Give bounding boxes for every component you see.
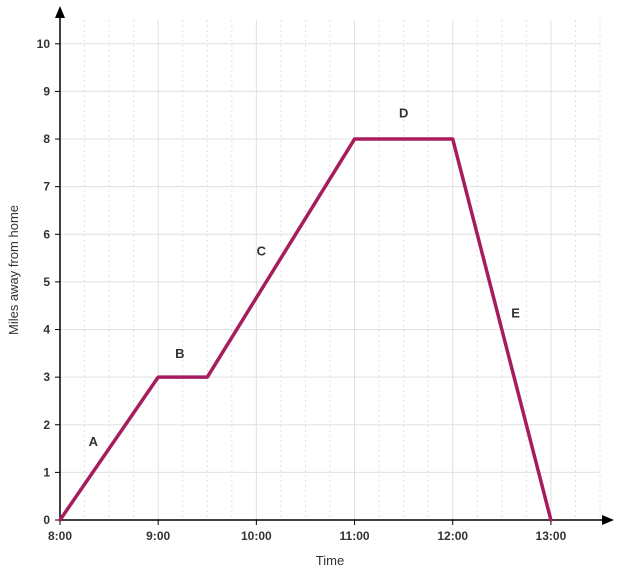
x-axis-label: Time [316, 553, 344, 568]
y-tick-label: 4 [43, 323, 50, 337]
y-tick-label: 9 [43, 84, 50, 98]
x-tick-label: 9:00 [146, 529, 170, 543]
segment-label-e: E [511, 306, 520, 321]
y-tick-label: 6 [43, 227, 50, 241]
y-tick-label: 5 [43, 275, 50, 289]
y-tick-label: 8 [43, 132, 50, 146]
x-tick-label: 11:00 [340, 529, 370, 543]
segment-label-b: B [175, 346, 184, 361]
x-tick-label: 10:00 [241, 529, 272, 543]
y-tick-label: 0 [43, 513, 50, 527]
segment-label-c: C [257, 244, 267, 259]
y-tick-label: 2 [43, 418, 50, 432]
segment-label-a: A [89, 434, 99, 449]
x-tick-label: 12:00 [437, 529, 468, 543]
y-tick-label: 7 [43, 180, 50, 194]
segment-label-d: D [399, 106, 408, 121]
x-tick-label: 8:00 [48, 529, 72, 543]
x-tick-label: 13:00 [536, 529, 567, 543]
y-tick-label: 10 [37, 37, 51, 51]
y-tick-label: 1 [43, 465, 50, 479]
distance-time-chart: 8:00 9:00 10:00 11:00 12:00 13:00 0 1 2 3 4 5 6 7 8 9 10… [0, 0, 624, 582]
y-tick-label: 3 [43, 370, 50, 384]
chart-svg: 8:00 9:00 10:00 11:00 12:00 13:00 0 1 2 3 4 5 6 7 8 9 10… [0, 0, 624, 582]
y-axis-label: Miles away from home [6, 205, 21, 335]
